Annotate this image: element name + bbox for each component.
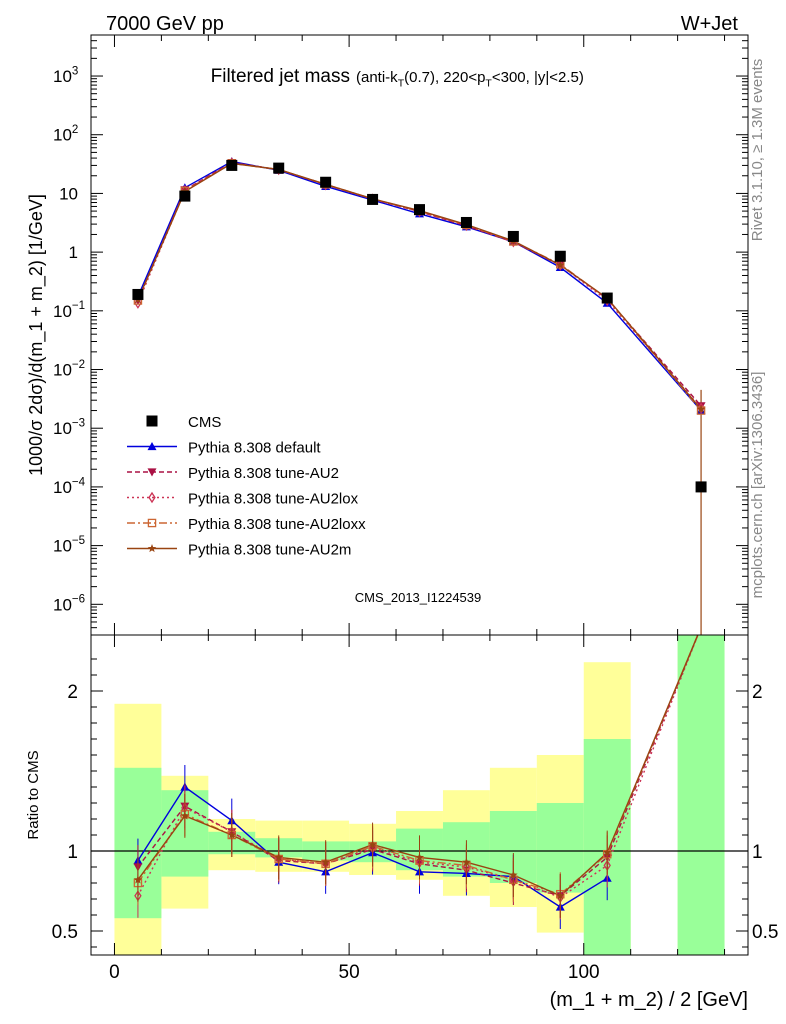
header-right: W+Jet — [681, 13, 739, 35]
mcplots-label: mcplots.cern.ch [arXiv:1306.3436] — [749, 372, 766, 599]
ratio-series-group — [91, 635, 748, 955]
cms-data-point — [367, 193, 379, 205]
cms-data-point — [601, 292, 613, 304]
legend-marker — [147, 468, 157, 477]
cms-data-point — [226, 159, 238, 171]
ratio-y-axis-label: Ratio to CMS — [25, 750, 42, 839]
uncertainty-band-inner — [677, 635, 725, 955]
ratio-series-point — [509, 870, 518, 879]
ratio-series-point — [462, 857, 471, 866]
cms-data-point — [320, 176, 332, 188]
main-y-tick-label: 10 — [59, 184, 78, 203]
series-line — [137, 162, 702, 409]
x-tick-label: 100 — [568, 962, 600, 983]
cms-data-point — [273, 162, 285, 174]
ratio-y-tick-label: 1 — [752, 842, 763, 863]
ratio-series-point — [274, 852, 283, 862]
legend-marker — [147, 442, 157, 451]
ratio-series-line — [137, 635, 699, 895]
main-plot-subtitle: (anti-kT(0.7), 220<pT<300, |y|<2.5) — [356, 69, 584, 90]
main-plot: 10−6 10−5 10−4 10−3 10−2 10−1 1 10 102 103 Filtere… — [53, 34, 749, 636]
ratio-series-line — [137, 635, 699, 897]
ratio-series-point — [180, 811, 190, 820]
series-line — [137, 161, 702, 407]
cms-data-point — [507, 230, 519, 242]
ratio-y-tick-label: 0.5 — [752, 922, 778, 943]
ratio-series-point — [133, 875, 143, 884]
ratio-plot-frame — [90, 634, 749, 956]
analysis-id: CMS_2013_I1224539 — [355, 590, 482, 605]
legend-marker — [148, 491, 156, 504]
x-tick-label: 0 — [109, 962, 120, 983]
x-axis-label: (m_1 + m_2) / 2 [GeV] — [550, 989, 748, 1011]
series-point — [696, 404, 706, 413]
series-line — [137, 162, 702, 411]
cms-data-point — [132, 288, 144, 300]
ratio-series-point — [602, 848, 612, 857]
rivet-version-label: Rivet 3.1.10, ≥ 1.3M events — [749, 59, 766, 242]
legend-label: Pythia 8.308 tune-AU2loxx — [188, 516, 366, 533]
main-y-tick-label: 10−5 — [53, 535, 85, 556]
series-line — [137, 162, 702, 410]
main-y-tick-label: 1 — [69, 243, 78, 262]
ratio-y-tick-label: 0.5 — [52, 922, 78, 943]
ratio-series-point — [321, 857, 330, 866]
main-y-tick-label: 102 — [53, 124, 78, 145]
legend-label: Pythia 8.308 tune-AU2m — [188, 542, 351, 559]
legend-marker — [147, 544, 157, 553]
ratio-y-tick-label: 2 — [67, 682, 78, 703]
legend-marker — [146, 415, 158, 427]
ratio-series-line — [137, 635, 699, 897]
x-tick-label: 50 — [339, 962, 360, 983]
ratio-plot: 0.5 0.5 1 1 2 2 0 50 100 — [52, 634, 778, 983]
main-series-group — [132, 156, 707, 635]
series-line — [137, 160, 702, 411]
main-y-axis-label: 1000/σ 2dσ)/d(m_1 + m_2) [1/GeV] — [26, 194, 47, 476]
main-y-tick-label: 10−2 — [53, 359, 85, 380]
series-point — [556, 259, 564, 271]
legend-label: CMS — [188, 414, 221, 431]
main-y-tick-label: 10−4 — [53, 476, 86, 497]
legend-label: Pythia 8.308 tune-AU2lox — [188, 491, 359, 508]
ratio-y-tick-label: 2 — [752, 682, 763, 703]
cms-data-point — [554, 250, 566, 262]
legend-marker — [147, 518, 157, 528]
ratio-y-tick-label: 1 — [67, 842, 78, 863]
legend-label: Pythia 8.308 default — [188, 440, 321, 457]
ratio-series-point — [556, 891, 565, 900]
header-left: 7000 GeV pp — [106, 13, 224, 35]
cms-data-point — [414, 204, 425, 216]
main-y-tick-label: 10−6 — [53, 594, 85, 615]
main-y-tick-label: 103 — [53, 65, 78, 86]
ratio-series-point — [227, 830, 237, 839]
ratio-series-point — [415, 852, 424, 862]
main-y-tick-label: 10−1 — [53, 300, 85, 321]
ratio-series-point — [368, 840, 377, 849]
legend-label: Pythia 8.308 tune-AU2 — [188, 465, 339, 482]
main-plot-title: Filtered jet mass — [211, 66, 350, 87]
main-y-tick-label: 10−3 — [53, 418, 85, 439]
cms-data-point — [179, 190, 191, 202]
cms-data-point — [695, 481, 707, 493]
cms-data-point — [460, 216, 472, 228]
series-point — [556, 260, 565, 269]
